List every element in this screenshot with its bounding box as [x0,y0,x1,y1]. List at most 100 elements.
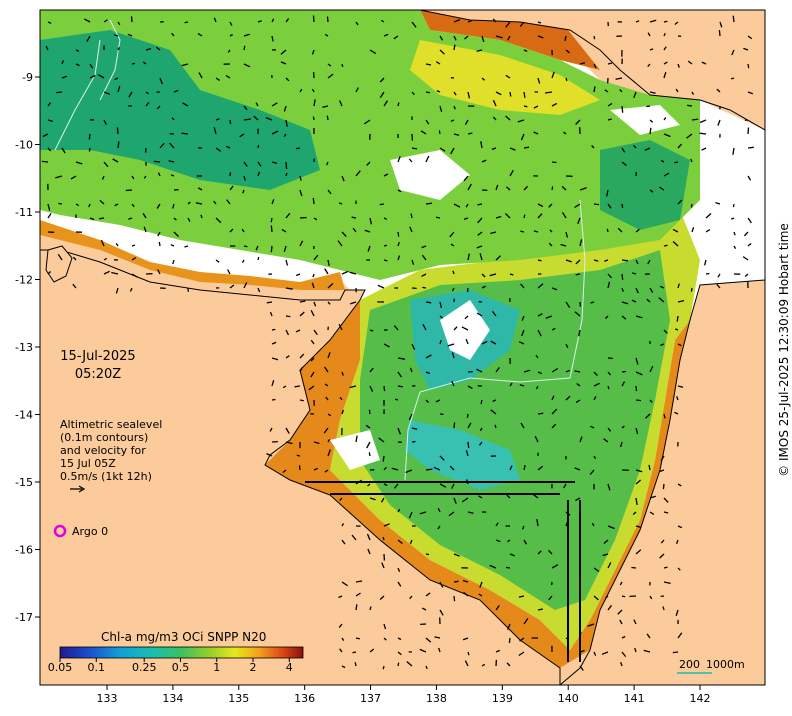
velocity-arrow [366,161,371,166]
velocity-arrow [632,272,637,275]
velocity-arrow [579,239,583,247]
velocity-arrow [677,567,681,571]
velocity-arrow [672,228,679,233]
velocity-arrow [478,593,483,597]
velocity-arrow [461,497,469,503]
velocity-arrow [646,298,651,303]
velocity-arrow [173,89,179,93]
velocity-arrow [296,454,301,457]
velocity-arrow [355,592,361,597]
velocity-arrow [647,63,651,68]
x-tick-label: 141 [624,692,645,705]
velocity-arrow [143,226,147,233]
velocity-arrow [574,203,581,209]
sealevel-contour [99,19,121,101]
velocity-arrow [255,245,259,251]
velocity-arrow [115,243,119,247]
velocity-arrow [103,19,108,23]
y-tick-label: -14 [15,409,33,422]
velocity-arrow [364,229,371,233]
velocity-arrow [646,633,651,639]
velocity-arrow [438,647,441,653]
velocity-arrow [355,604,358,611]
velocity-arrow [368,409,371,415]
y-tick-label: -10 [15,139,33,152]
velocity-arrow [747,146,754,149]
velocity-arrow [551,423,557,429]
x-axis-ticks: 133 134 135 136 137 138 139 140 141 142 [97,685,711,705]
velocity-arrow [181,132,189,135]
legend-line-1: Altimetric sealevel [60,418,163,431]
colorbar-tick-label: 4 [286,661,293,674]
velocity-arrow [439,35,444,41]
velocity-arrow [505,74,511,79]
velocity-arrow [411,259,415,265]
velocity-arrow [453,422,456,429]
velocity-arrow [271,18,275,23]
legend-line-2: (0.1m contours) [60,431,149,444]
velocity-arrow [535,354,539,359]
velocity-arrow [587,623,595,627]
velocity-arrow [439,315,444,319]
velocity-arrow [47,147,52,152]
velocity-arrow [506,662,511,667]
velocity-arrow [47,119,53,123]
y-tick-label: -9 [22,71,33,84]
velocity-arrow [425,592,431,597]
velocity-arrow [397,662,400,667]
velocity-arrow [617,227,623,233]
velocity-arrow [537,283,544,289]
velocity-arrow [635,497,638,506]
velocity-arrow [349,385,357,389]
velocity-arrow [477,203,483,206]
velocity-arrow [378,437,385,443]
velocity-arrow [537,550,542,555]
velocity-arrow [383,385,386,392]
velocity-arrow [537,213,543,219]
velocity-arrow [621,315,627,320]
velocity-arrow [448,511,455,517]
velocity-arrow [352,651,357,654]
velocity-arrow [494,424,497,429]
velocity-arrow [326,16,329,23]
velocity-arrow [257,161,262,167]
velocity-arrow [520,230,525,233]
velocity-arrow [663,497,669,503]
velocity-arrow [383,343,390,348]
velocity-arrow [467,183,472,191]
velocity-arrow [663,581,671,585]
velocity-arrow [269,311,273,317]
velocity-arrow [605,595,609,599]
legend-velocity-arrow [70,485,86,493]
velocity-arrow [213,127,217,135]
velocity-arrow [294,385,301,388]
velocity-arrow [663,566,668,569]
velocity-arrow [42,133,49,138]
velocity-arrow [466,413,469,418]
velocity-arrow [55,91,63,94]
velocity-arrow [299,240,304,247]
velocity-arrow [518,651,525,657]
velocity-arrow [299,175,302,181]
velocity-arrow [200,214,203,219]
velocity-arrow [169,142,175,149]
velocity-arrow [366,441,371,449]
velocity-arrow [380,19,385,23]
velocity-arrow [439,339,442,345]
velocity-arrow [184,245,189,248]
velocity-arrow [142,213,147,219]
velocity-arrow [271,380,275,387]
velocity-arrow [677,632,683,639]
velocity-arrow [425,202,433,205]
velocity-arrow [425,301,432,304]
velocity-arrow [339,497,343,501]
velocity-arrow [341,231,347,238]
velocity-arrow [621,381,626,387]
velocity-arrow [507,35,511,41]
velocity-arrow [621,259,629,262]
velocity-arrow [383,33,389,37]
velocity-arrow [157,231,161,237]
velocity-arrow [409,367,413,373]
velocity-arrow [716,88,721,93]
velocity-arrow [72,256,77,261]
